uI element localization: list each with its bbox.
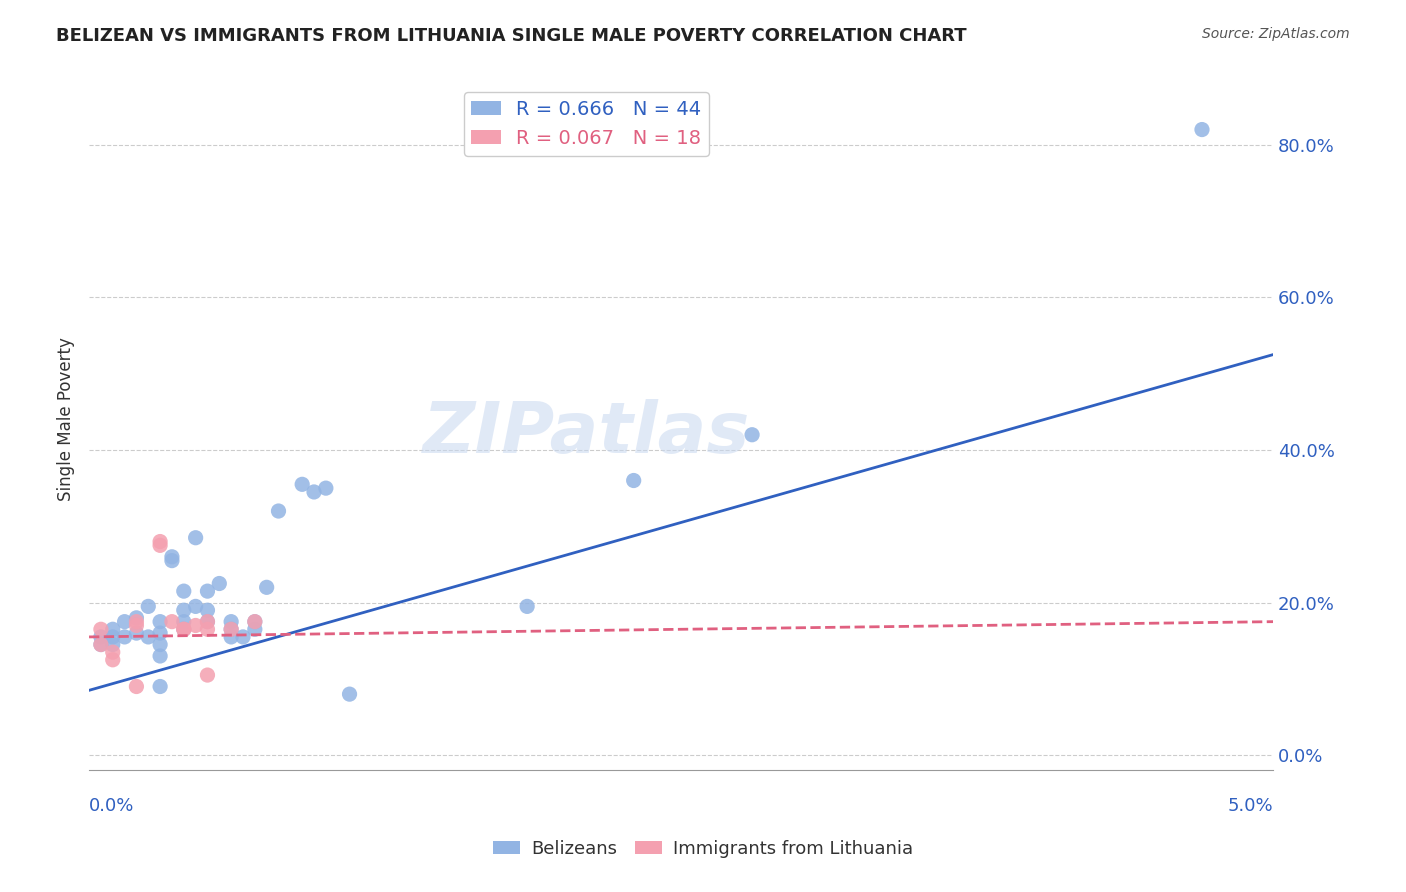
Point: [184, 531, 207, 545]
Point: [197, 584, 219, 599]
Text: 0.0%: 0.0%: [89, 797, 135, 815]
Point: [125, 611, 148, 625]
Point: [125, 618, 148, 632]
Point: [243, 615, 266, 629]
Point: [101, 653, 124, 667]
Point: [173, 622, 195, 636]
Point: [101, 638, 124, 652]
Point: [149, 638, 172, 652]
Point: [101, 645, 124, 659]
Point: [160, 553, 183, 567]
Point: [219, 622, 242, 636]
Text: BELIZEAN VS IMMIGRANTS FROM LITHUANIA SINGLE MALE POVERTY CORRELATION CHART: BELIZEAN VS IMMIGRANTS FROM LITHUANIA SI…: [56, 27, 967, 45]
Point: [184, 618, 207, 632]
Point: [173, 622, 195, 636]
Point: [160, 615, 183, 629]
Point: [90, 630, 112, 644]
Point: [101, 630, 124, 644]
Point: [173, 584, 195, 599]
Point: [197, 622, 219, 636]
Point: [197, 668, 219, 682]
Point: [90, 638, 112, 652]
Point: [125, 626, 148, 640]
Point: [114, 615, 136, 629]
Point: [149, 626, 172, 640]
Point: [136, 599, 159, 614]
Point: [125, 615, 148, 629]
Point: [741, 427, 763, 442]
Point: [302, 485, 325, 500]
Point: [219, 622, 242, 636]
Point: [623, 474, 645, 488]
Point: [208, 576, 231, 591]
Point: [149, 615, 172, 629]
Legend: Belizeans, Immigrants from Lithuania: Belizeans, Immigrants from Lithuania: [485, 833, 921, 865]
Point: [291, 477, 314, 491]
Y-axis label: Single Male Poverty: Single Male Poverty: [58, 337, 75, 501]
Point: [197, 603, 219, 617]
Point: [90, 622, 112, 636]
Point: [232, 630, 254, 644]
Point: [256, 580, 278, 594]
Point: [173, 622, 195, 636]
Point: [149, 534, 172, 549]
Point: [197, 615, 219, 629]
Legend: R = 0.666   N = 44, R = 0.067   N = 18: R = 0.666 N = 44, R = 0.067 N = 18: [464, 92, 709, 155]
Point: [149, 680, 172, 694]
Point: [219, 630, 242, 644]
Point: [173, 603, 195, 617]
Point: [114, 630, 136, 644]
Text: ZIPatlas: ZIPatlas: [423, 399, 749, 468]
Point: [315, 481, 337, 495]
Point: [516, 599, 538, 614]
Point: [243, 622, 266, 636]
Point: [173, 615, 195, 629]
Point: [136, 630, 159, 644]
Point: [243, 615, 266, 629]
Point: [101, 622, 124, 636]
Text: 5.0%: 5.0%: [1227, 797, 1272, 815]
Point: [1191, 122, 1213, 136]
Point: [339, 687, 361, 701]
Text: Source: ZipAtlas.com: Source: ZipAtlas.com: [1202, 27, 1350, 41]
Point: [219, 615, 242, 629]
Point: [90, 638, 112, 652]
Point: [184, 599, 207, 614]
Point: [125, 680, 148, 694]
Point: [197, 615, 219, 629]
Point: [267, 504, 290, 518]
Point: [149, 648, 172, 663]
Point: [160, 549, 183, 564]
Point: [149, 538, 172, 552]
